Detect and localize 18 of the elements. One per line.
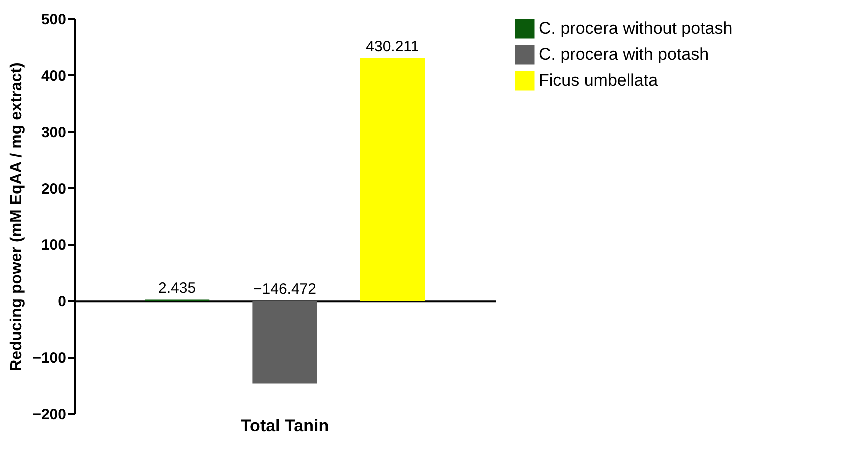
legend-label: C. procera without potash xyxy=(539,19,733,38)
y-tick-label: −100 xyxy=(32,350,66,368)
legend-label: C. procera with potash xyxy=(539,45,710,64)
bar xyxy=(252,301,318,384)
data-label: 2.435 xyxy=(158,280,196,297)
x-tick-label: Total Tanin xyxy=(240,416,330,436)
y-axis-title: Reducing power (mM EqAA / mg extract) xyxy=(8,62,26,372)
data-label: 430.211 xyxy=(366,38,420,56)
data-label: −146.472 xyxy=(254,281,316,298)
y-tick-label: 200 xyxy=(41,180,66,198)
y-tick-label: −200 xyxy=(32,406,66,424)
y-tick-label: 0 xyxy=(58,294,66,311)
y-tick-label: 400 xyxy=(41,68,66,85)
y-tick-label: 300 xyxy=(41,124,66,142)
bar xyxy=(360,58,425,302)
y-tick-label: 500 xyxy=(41,12,66,28)
legend-label: Ficus umbellata xyxy=(539,71,659,90)
y-tick-label: 100 xyxy=(41,237,66,254)
